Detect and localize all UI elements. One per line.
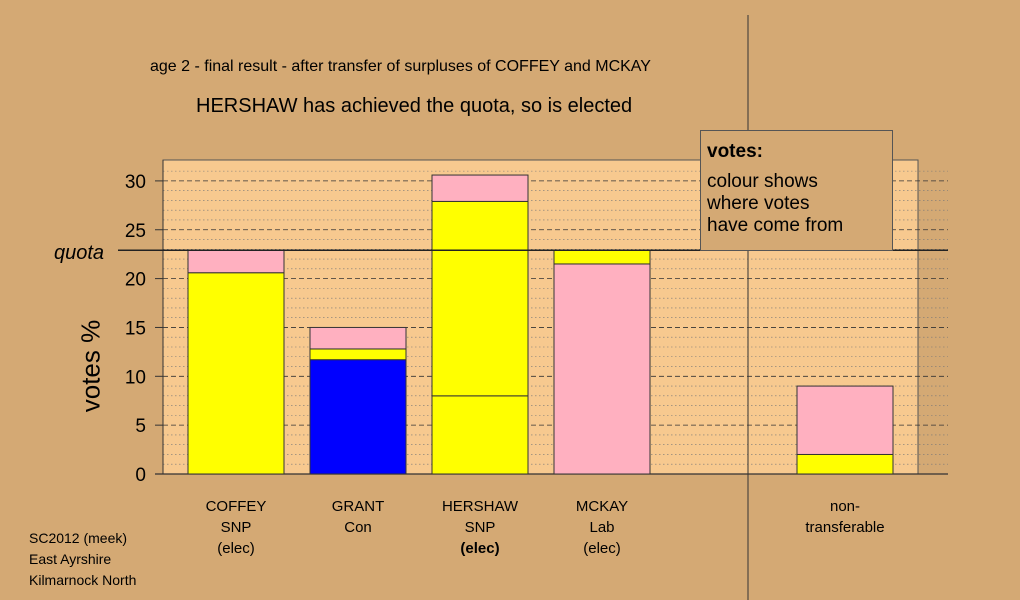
bar-segment [553,263,651,475]
y-tick-label: 5 [135,416,146,437]
category-label-line: transferable [805,519,885,536]
bar-segment [431,174,529,202]
category-label-line: GRANT [331,498,385,515]
y-tick-label: 0 [135,465,146,486]
category-label-line: (elec) [583,540,621,557]
bar-segment [796,385,894,455]
category-label-line: Lab [589,519,615,536]
category-label-line: (elec) [217,540,255,557]
category-label-line: SNP [464,519,496,536]
legend: votes: colour shows where votes have com… [700,130,893,251]
y-tick-label: 15 [125,318,146,339]
footnote-line: SC2012 (meek) [29,530,128,546]
bar-segment [431,395,529,475]
y-tick-label: 20 [125,270,146,291]
category-label-grant: GRANT Con [298,496,418,538]
y-tick-label: 25 [125,221,146,242]
category-label-line: SNP [220,519,252,536]
bar-segment [431,200,529,397]
legend-line: have come from [707,215,844,236]
bar-segment [309,326,407,350]
category-label-line: MCKAY [575,498,629,515]
bar-segment [553,249,651,265]
category-label-line: COFFEY [205,498,267,515]
chart-title-stage: age 2 - final result - after transfer of… [150,58,651,75]
category-label-mckay: MCKAY Lab (elec) [542,496,662,559]
bar-segment [187,272,285,475]
category-label-non-transferable: non- transferable [785,496,905,538]
y-tick-label: 10 [125,367,146,388]
category-label-line: (elec) [460,540,500,557]
chart-title-result: HERSHAW has achieved the quota, so is el… [196,95,633,117]
category-label-line: HERSHAW [441,498,519,515]
y-axis-label: votes % [75,319,106,413]
bar-segment [187,249,285,274]
footnote: SC2012 (meek) East Ayrshire Kilmarnock N… [29,528,136,591]
quota-label: quota [54,242,105,264]
legend-line: colour shows [707,171,818,192]
category-label-line: non- [829,498,861,515]
y-tick-label: 30 [125,172,146,193]
bar-segment [796,453,894,475]
bar-segment [309,359,407,475]
category-label-coffey: COFFEY SNP (elec) [176,496,296,559]
category-label-hershaw: HERSHAW SNP (elec) [420,496,540,559]
footnote-line: East Ayrshire [29,551,112,567]
footnote-line: Kilmarnock North [29,572,137,588]
category-label-line: Con [344,519,372,536]
legend-title: votes: [707,141,763,162]
bar-segment [309,348,407,361]
legend-line: where votes [707,193,810,214]
